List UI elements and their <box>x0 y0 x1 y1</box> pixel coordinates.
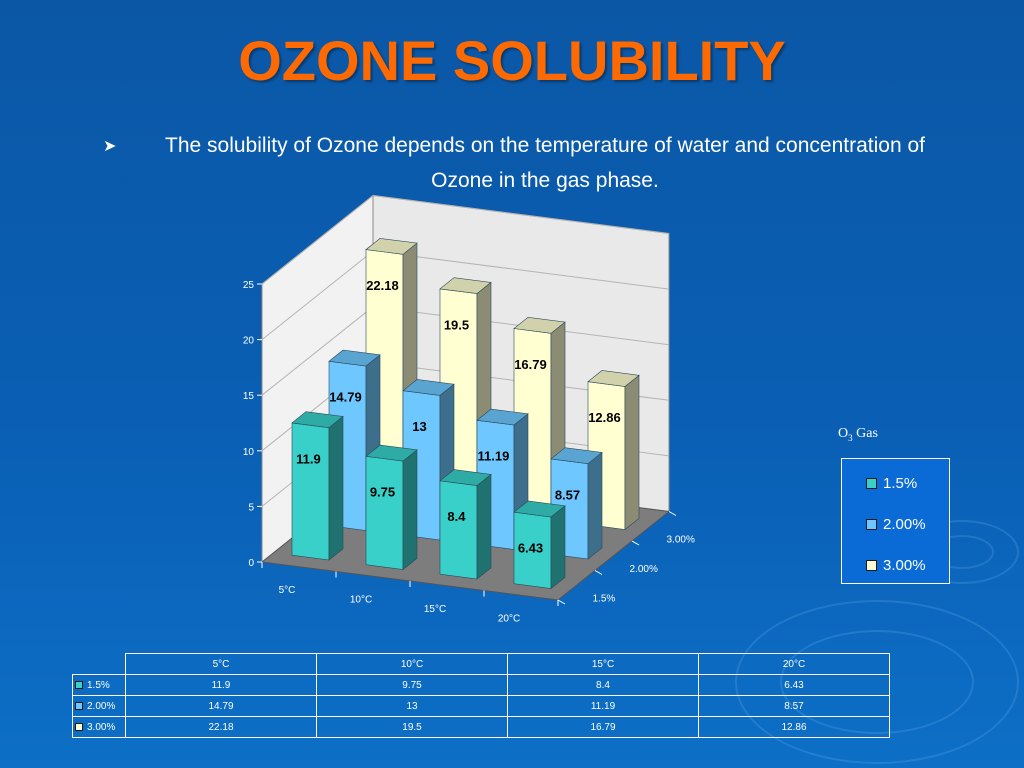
data-label: 22.18 <box>366 278 399 293</box>
table-cell: 8.57 <box>698 695 890 717</box>
table-cell: 16.79 <box>507 716 699 738</box>
depth-axis-label: 3.00% <box>667 534 695 545</box>
bar-top <box>476 408 529 426</box>
bar-top <box>291 411 344 429</box>
bar-side <box>328 415 344 561</box>
y-tick-label: 15 <box>243 391 255 402</box>
table-cell: 8.4 <box>507 674 699 696</box>
table-row-header: 3.00% <box>72 716 126 738</box>
data-label: 8.4 <box>447 509 466 524</box>
bar <box>439 480 478 580</box>
gridline <box>261 194 670 285</box>
x-category-label: 20°C <box>498 613 520 624</box>
bar-top <box>439 277 492 294</box>
data-label: 11.19 <box>478 449 510 464</box>
slide-title: OZONE SOLUBILITY <box>238 29 786 92</box>
legend-label: 1.5% <box>883 474 918 492</box>
bar-top <box>513 500 566 518</box>
depth-axis-label: 1.5% <box>593 593 616 604</box>
bullet-arrow-icon: ➤ <box>103 138 117 155</box>
x-category-label: 15°C <box>424 604 446 615</box>
bar-top <box>365 444 418 462</box>
y-tick-label: 25 <box>243 280 255 291</box>
data-label: 6.43 <box>518 541 543 556</box>
table-row-label: 2.00% <box>87 700 116 712</box>
table-cell: 13 <box>316 695 508 717</box>
table-cell: 11.19 <box>507 695 699 717</box>
x-category-label: 10°C <box>350 594 372 605</box>
bullet-text: The solubility of Ozone depends on the t… <box>165 134 925 192</box>
table-row-label: 1.5% <box>87 679 110 691</box>
legend-swatch <box>866 477 877 489</box>
table-row-label: 3.00% <box>87 721 116 733</box>
legend-title: O3 Gas <box>838 426 878 443</box>
legend-item: 3.00% <box>866 555 926 575</box>
table-header-cell: 15°C <box>507 653 699 675</box>
bar-side <box>476 473 492 580</box>
table-swatch <box>75 680 83 689</box>
y-tick-label: 20 <box>243 336 255 347</box>
legend-label: 2.00% <box>883 515 926 533</box>
table-row-header: 2.00% <box>72 695 126 717</box>
table-cell: 11.9 <box>125 674 317 696</box>
bar <box>365 455 404 570</box>
bar-side <box>550 505 566 590</box>
table-row: 3.00% 22.18 19.5 16.79 12.86 <box>72 716 890 738</box>
bar-side <box>624 374 640 531</box>
data-label: 16.79 <box>514 357 547 372</box>
table-cell: 12.86 <box>698 716 890 738</box>
legend-swatch <box>866 559 877 571</box>
bar-top <box>587 370 640 387</box>
table-header-row: 5°C 10°C 15°C 20°C <box>72 653 890 675</box>
legend-swatch <box>866 518 877 530</box>
depth-axis-label: 2.00% <box>630 564 658 575</box>
table-header-cell: 20°C <box>698 653 890 675</box>
table-cell: 19.5 <box>316 716 508 738</box>
bar-top <box>402 379 455 396</box>
table-swatch <box>75 722 83 731</box>
legend: 1.5% 2.00% 3.00% <box>841 458 950 584</box>
bar-top <box>328 349 381 367</box>
bar-top <box>439 469 492 486</box>
y-tick-label: 5 <box>248 502 254 513</box>
legend-item: 1.5% <box>866 473 917 493</box>
data-label: 12.86 <box>588 410 621 425</box>
y-tick-label: 0 <box>248 558 254 569</box>
legend-label: 3.00% <box>883 556 926 574</box>
data-label: 13 <box>412 419 426 434</box>
bar-side <box>587 451 603 560</box>
depth-tick-mark <box>631 540 640 546</box>
bar-side <box>402 449 418 571</box>
chart: 0 5 10 15 20 25 5°C 10°C 15°C 20°C 1.5% 2.00% 3.00% 2… <box>243 194 695 624</box>
depth-tick-mark <box>594 570 603 575</box>
depth-tick-mark <box>557 599 566 605</box>
data-label: 9.75 <box>370 485 395 500</box>
table-cell: 9.75 <box>316 674 508 696</box>
data-label: 19.5 <box>444 317 469 332</box>
table-row-header: 1.5% <box>72 674 126 696</box>
bar-top <box>513 316 566 334</box>
data-table: 5°C 10°C 15°C 20°C 1.5% 11.9 9.75 8.4 6.43 2.00% 1… <box>72 653 890 738</box>
table-cell: 14.79 <box>125 695 317 717</box>
table-header-cell: 5°C <box>125 653 317 675</box>
depth-tick-mark <box>668 511 677 516</box>
bar <box>291 422 330 561</box>
table-row: 2.00% 14.79 13 11.19 8.57 <box>72 695 890 717</box>
data-label: 11.9 <box>296 451 321 466</box>
table-row: 1.5% 11.9 9.75 8.4 6.43 <box>72 674 890 696</box>
y-tick-label: 10 <box>243 447 255 458</box>
table-corner <box>72 653 126 675</box>
legend-item: 2.00% <box>866 514 926 534</box>
x-category-label: 5°C <box>279 585 296 596</box>
table-cell: 22.18 <box>125 716 317 738</box>
table-swatch <box>75 701 83 710</box>
data-label: 14.79 <box>329 390 362 405</box>
bar-top <box>550 447 603 465</box>
table-header-cell: 10°C <box>316 653 508 675</box>
table-cell: 6.43 <box>698 674 890 696</box>
data-label: 8.57 <box>555 487 580 502</box>
bar-top <box>365 238 418 255</box>
